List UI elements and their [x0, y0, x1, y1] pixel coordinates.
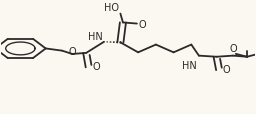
- Text: HO: HO: [104, 3, 119, 13]
- Text: O: O: [68, 47, 76, 57]
- Text: O: O: [93, 62, 100, 71]
- Text: HN: HN: [88, 31, 103, 41]
- Text: HN: HN: [182, 61, 196, 70]
- Text: O: O: [229, 43, 237, 53]
- Text: O: O: [138, 19, 146, 29]
- Text: O: O: [223, 64, 231, 74]
